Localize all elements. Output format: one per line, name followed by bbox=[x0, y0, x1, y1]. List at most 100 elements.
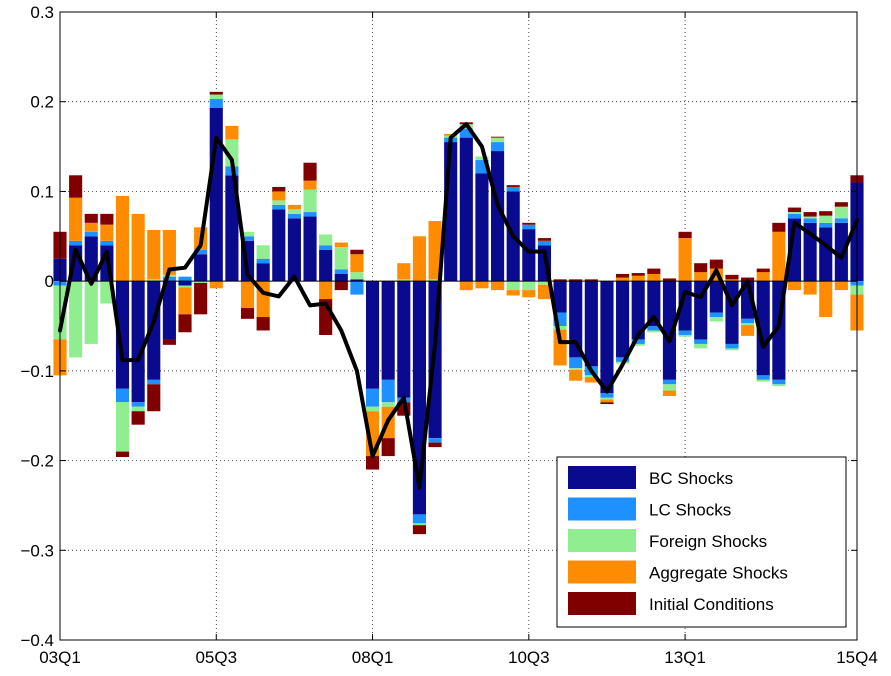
bar-segment bbox=[365, 281, 380, 389]
bar-segment bbox=[803, 212, 817, 217]
total-line bbox=[58, 122, 859, 490]
bar-segment bbox=[350, 249, 364, 255]
bar-segment bbox=[240, 236, 255, 241]
bar-segment bbox=[569, 281, 583, 358]
bar-segment bbox=[303, 162, 317, 181]
bar-segment bbox=[319, 249, 333, 282]
bar-segment bbox=[834, 218, 848, 223]
bar-segment bbox=[147, 279, 161, 282]
bar-segment bbox=[631, 273, 645, 276]
bar-segment bbox=[787, 213, 802, 219]
bar-segment bbox=[600, 397, 614, 400]
bar-segment bbox=[444, 134, 458, 136]
y-tick-label: 0.3 bbox=[30, 3, 54, 22]
bar-segment bbox=[569, 369, 583, 381]
legend-swatch bbox=[568, 560, 636, 584]
bar-segment bbox=[256, 245, 270, 259]
y-tick-label: −0.2 bbox=[20, 452, 54, 471]
legend-label: Aggregate Shocks bbox=[649, 564, 788, 583]
bar-segment bbox=[131, 406, 145, 412]
x-tick-label: 05Q3 bbox=[195, 648, 237, 667]
bar-segment bbox=[616, 281, 630, 358]
bar-segment bbox=[631, 339, 645, 344]
bar-segment bbox=[662, 384, 677, 391]
bar-segment bbox=[131, 281, 145, 403]
bar-segment bbox=[209, 91, 223, 95]
bar-segment bbox=[491, 151, 505, 282]
bar-segment bbox=[600, 402, 614, 405]
bar-segment bbox=[334, 247, 348, 270]
bar-segment bbox=[240, 281, 255, 309]
bar-segment bbox=[350, 272, 364, 280]
bar-segment bbox=[272, 191, 286, 201]
bar-segment bbox=[709, 312, 723, 318]
bar-segment bbox=[647, 330, 661, 333]
bar-segment bbox=[350, 254, 364, 273]
bar-segment bbox=[662, 390, 677, 396]
bar-segment bbox=[147, 384, 161, 412]
legend-swatch bbox=[568, 497, 636, 521]
plot-frame bbox=[59, 11, 858, 641]
bar-segment bbox=[694, 272, 708, 282]
bar-segment bbox=[334, 273, 348, 282]
bar-segment bbox=[365, 406, 380, 412]
bar-segment bbox=[115, 195, 130, 282]
bar-segment bbox=[428, 442, 442, 448]
bar-segment bbox=[803, 216, 817, 219]
bar-segment bbox=[84, 222, 98, 232]
bar-segment bbox=[303, 189, 317, 213]
bar-segment bbox=[803, 218, 817, 223]
bar-segment bbox=[522, 222, 536, 225]
bar-segment bbox=[506, 186, 520, 192]
bar-segment bbox=[115, 388, 130, 403]
bar-segment bbox=[428, 279, 442, 282]
bar-segment bbox=[475, 281, 489, 289]
y-tick-label: 0.2 bbox=[30, 93, 54, 112]
bar-segment bbox=[522, 224, 536, 230]
bar-segment bbox=[506, 185, 520, 187]
bar-segment bbox=[834, 222, 848, 282]
bar-segment bbox=[225, 125, 239, 140]
bar-segment bbox=[741, 318, 755, 324]
bar-segment bbox=[84, 213, 98, 223]
bar-segment bbox=[819, 211, 833, 216]
bar-segment bbox=[162, 339, 176, 345]
bar-segment bbox=[365, 388, 380, 407]
y-tick-label: −0.3 bbox=[20, 541, 54, 560]
bar-segment bbox=[272, 209, 286, 282]
bar-segment bbox=[69, 240, 83, 246]
bar-segment bbox=[834, 281, 848, 291]
bar-segment bbox=[709, 317, 723, 322]
bar-segment bbox=[319, 281, 333, 300]
bar-segment bbox=[69, 281, 83, 358]
bar-segment bbox=[412, 514, 426, 524]
bar-segment bbox=[787, 207, 802, 213]
bar-segment bbox=[756, 272, 770, 282]
bar-segment bbox=[584, 375, 598, 378]
bar-segment bbox=[491, 281, 505, 291]
bar-segment bbox=[756, 281, 770, 376]
bar-segment bbox=[616, 273, 630, 278]
bar-segment bbox=[725, 274, 739, 280]
bar-segment bbox=[412, 236, 426, 282]
bar-segment bbox=[772, 379, 786, 385]
legend-label: LC Shocks bbox=[649, 501, 731, 520]
bar-segment bbox=[756, 268, 770, 273]
bar-segment bbox=[631, 343, 645, 346]
bar-segment bbox=[334, 269, 348, 274]
bar-segment bbox=[772, 222, 786, 232]
bar-segment bbox=[162, 276, 176, 282]
bar-segment bbox=[662, 278, 677, 282]
bar-segment bbox=[350, 281, 364, 295]
bar-segment bbox=[694, 343, 708, 349]
bar-segment bbox=[162, 230, 176, 275]
y-tick-label: −0.4 bbox=[20, 631, 54, 650]
bar-segment bbox=[100, 224, 114, 241]
x-tick-label: 13Q1 bbox=[664, 648, 706, 667]
bar-segment bbox=[147, 230, 161, 280]
bar-segment bbox=[272, 204, 286, 210]
bar-segment bbox=[209, 94, 223, 100]
bar-segment bbox=[334, 281, 348, 291]
bar-segment bbox=[365, 456, 380, 470]
bar-segment bbox=[819, 215, 833, 223]
